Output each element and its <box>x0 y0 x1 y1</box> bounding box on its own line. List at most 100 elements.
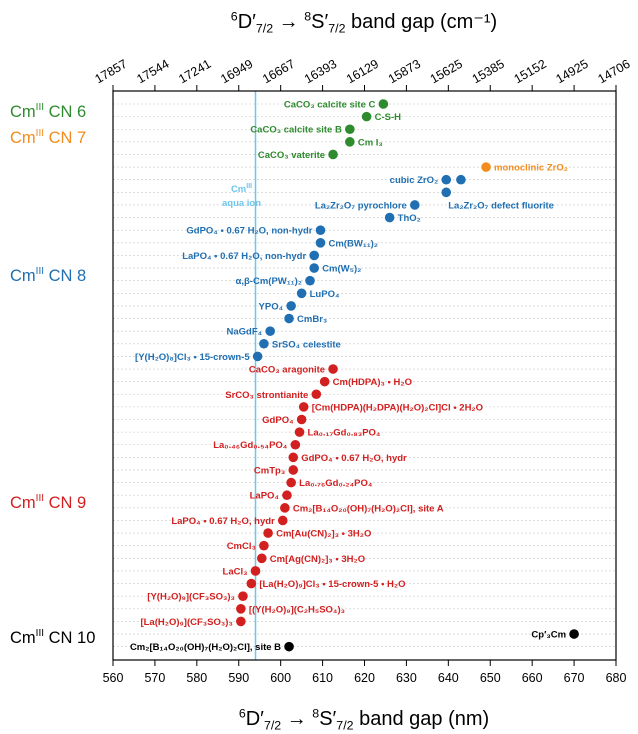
point-marker <box>311 389 322 400</box>
point-marker <box>328 364 338 374</box>
group-label-cn8: CmIII CN 8 <box>10 266 86 285</box>
top-tick-label: 14925 <box>554 57 591 87</box>
top-tick-label: 16949 <box>218 57 255 87</box>
bottom-tick-label: 650 <box>480 671 501 685</box>
data-point: Cm(HDPA)₃ • H₂O <box>319 376 412 388</box>
point-label: CmBr₃ <box>297 314 327 325</box>
point-label: Cm[Ag(CN)₂]₃ • 3H₂O <box>270 554 365 565</box>
data-point: CaCO₃ calcite site B <box>250 124 355 136</box>
point-label: NaGdF₄ <box>227 327 263 338</box>
point-marker <box>481 162 491 172</box>
point-marker <box>441 174 452 185</box>
point-label: Cm I₃ <box>358 137 383 148</box>
data-point: La₂Zr₂O₇ defect fluorite <box>441 174 554 211</box>
data-point: La₀.₁₇Gd₀.₈₃PO₄ <box>294 427 381 439</box>
point-marker <box>284 641 294 652</box>
data-point: LaPO₄ • 0.67 H₂O, hydr <box>171 515 288 527</box>
point-marker <box>246 578 257 589</box>
data-point: α,β-Cm(PW₁₁)₂ <box>236 275 315 287</box>
group-label-cn6: CmIII CN 6 <box>10 102 86 121</box>
point-marker <box>315 225 326 235</box>
bottom-tick-label: 600 <box>270 671 291 685</box>
data-point: Cm[Au(CN)₂]₃ • 3H₂O <box>263 528 371 540</box>
point-label: LaPO₄ • 0.67 H₂O, hydr <box>171 516 275 527</box>
bottom-tick-label: 630 <box>396 671 417 685</box>
point-label: Cm₂[B₁₄O₂₀(OH)₇(H₂O)₂Cl], site B <box>130 642 281 653</box>
point-marker <box>305 275 315 286</box>
top-tick-label: 15873 <box>386 57 423 87</box>
data-point: CaCO₃ calcite site C <box>284 99 389 111</box>
point-label: CaCO₃ vaterite <box>258 150 325 161</box>
data-point: Cm(BW₁₁)₂ <box>315 238 378 249</box>
top-tick-label: 16129 <box>344 57 381 87</box>
bottom-tick-label: 640 <box>438 671 459 685</box>
point-label: Cm(HDPA)₃ • H₂O <box>333 377 412 388</box>
point-label: LuPO₄ <box>310 289 340 300</box>
point-label: La₀.₇₆Gd₀.₂₄PO₄ <box>299 478 373 489</box>
data-point: Cm(W₅)₂ <box>309 263 361 275</box>
bottom-tick-label: 560 <box>103 671 124 685</box>
bottom-tick-label: 590 <box>228 671 249 685</box>
data-point: LaPO₄ • 0.67 H₂O, non-hydr <box>182 250 320 262</box>
point-marker <box>296 288 307 299</box>
data-point: SrCO₃ strontianite <box>225 389 322 401</box>
point-label: [Y(H₂O)₉](CF₃SO₃)₃ <box>147 592 235 603</box>
point-marker <box>277 515 288 526</box>
data-point: [Cm(HDPA)(H₂DPA)(H₂O)₂Cl]Cl • 2H₂O <box>298 402 483 413</box>
bottom-tick-label: 620 <box>354 671 375 685</box>
point-marker <box>569 629 579 639</box>
data-point: La₂Zr₂O₇ pyrochlore <box>315 200 420 211</box>
top-tick-label: 17544 <box>134 57 171 87</box>
point-marker <box>236 604 246 614</box>
data-point: SrSO₄ celestite <box>259 338 341 350</box>
point-marker <box>288 452 299 463</box>
point-label: CaCO₃ calcite site B <box>250 125 342 136</box>
data-points: CaCO₃ calcite site CC-S-H CaCO₃ calcite s… <box>130 99 579 653</box>
point-label: Cm₂[B₁₄O₂₀(OH)₇(H₂O)₂Cl], site A <box>293 503 444 514</box>
top-axis: 17857 17544 17241 16949 16667 16393 16129 15873… <box>92 57 633 91</box>
group-label-cn10: CmIII CN 10 <box>10 628 95 647</box>
point-marker <box>441 187 452 198</box>
point-label: Cm(BW₁₁)₂ <box>328 238 378 249</box>
point-label: La₀.₄₆Gd₀.₅₄PO₄ <box>213 440 288 451</box>
point-marker <box>252 351 263 362</box>
top-tick-label: 15625 <box>428 57 465 87</box>
data-point: [La(H₂O)₉]Cl₃ • 15-crown-5 • H₂O <box>246 578 406 590</box>
point-label: Cm(W₅)₂ <box>322 264 361 275</box>
point-label: monoclinic ZrO₂ <box>494 163 568 174</box>
bottom-tick-label: 570 <box>144 671 165 685</box>
point-marker <box>288 465 299 475</box>
point-label: Cp′₃Cm <box>531 630 566 641</box>
point-marker <box>282 490 292 501</box>
data-point: monoclinic ZrO₂ <box>481 162 568 174</box>
group-labels: CmIII CN 6 CmIII CN 7 CmIII CN 8 CmIII CN 9… <box>10 102 95 647</box>
point-label: cubic ZrO₂ <box>390 175 439 186</box>
bottom-tick-label: 670 <box>564 671 585 685</box>
point-marker <box>410 200 420 210</box>
point-marker <box>456 174 466 185</box>
top-tick-label: 16667 <box>260 57 297 87</box>
data-point: [Y(H₂O)₈]Cl₃ • 15-crown-5 <box>135 351 263 363</box>
point-marker <box>319 376 330 387</box>
point-marker <box>263 528 273 538</box>
data-point: LuPO₄ <box>296 288 340 300</box>
point-label: [Y(H₂O)₈]Cl₃ • 15-crown-5 <box>135 352 250 363</box>
point-label: La₂Zr₂O₇ defect fluorite <box>448 200 554 211</box>
data-point: Cm I₃ <box>345 137 383 148</box>
point-label: La₂Zr₂O₇ pyrochlore <box>315 200 407 211</box>
point-marker <box>298 402 309 412</box>
bottom-axis-title: 6D′7/2 → 8S′7/2 band gap (nm) <box>239 706 489 732</box>
top-axis-title: 6D′7/2 → 8S′7/2 band gap (cm⁻¹) <box>231 9 497 35</box>
point-marker <box>345 124 355 135</box>
point-label: SrSO₄ celestite <box>272 339 341 350</box>
point-marker <box>296 414 307 425</box>
point-marker <box>384 212 395 223</box>
point-label: CmTp₃ <box>254 465 285 476</box>
point-label: SrCO₃ strontianite <box>225 390 308 401</box>
point-label: Cm[Au(CN)₂]₃ • 3H₂O <box>276 529 371 540</box>
point-marker <box>250 566 261 576</box>
point-label: CmCl₃ <box>227 541 256 552</box>
data-point: NaGdF₄ <box>227 326 275 338</box>
group-label-cn7: CmIII CN 7 <box>10 128 86 147</box>
data-point: Cp′₃Cm <box>531 629 579 641</box>
